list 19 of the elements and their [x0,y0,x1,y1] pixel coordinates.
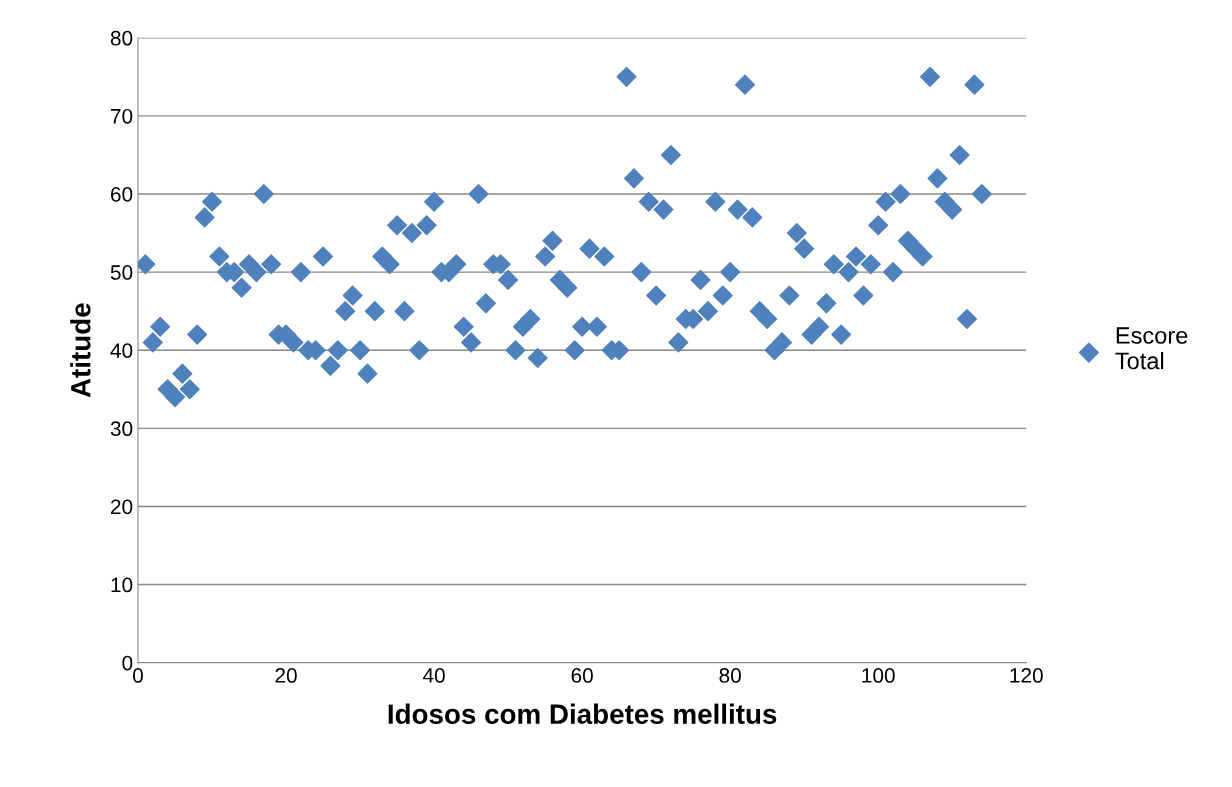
y-tick-label: 50 [110,265,133,280]
y-tick-label: 80 [110,30,133,46]
x-tick-label: 40 [422,668,445,683]
x-tick-label: 20 [275,668,297,683]
y-tick-label: 60 [111,187,133,202]
x-tick-label: 0 [133,668,143,683]
y-tick-label: 10 [111,577,133,593]
legend-label: Escore Total [1115,327,1188,370]
y-tick-label: 40 [110,343,133,358]
x-tick-label: 120 [1010,668,1043,683]
y-tick-label: 70 [111,108,133,124]
y-tick-label: 20 [111,499,133,515]
y-tick-label: 0 [122,655,133,671]
y-tick-label: 30 [110,421,133,437]
x-tick-label: 60 [571,668,593,683]
y-axis-title: Atitude [70,303,91,398]
x-tick-label: 100 [862,668,895,683]
x-axis-title: Idosos com Diabetes mellitus [388,703,777,725]
x-tick-label: 80 [719,668,741,683]
